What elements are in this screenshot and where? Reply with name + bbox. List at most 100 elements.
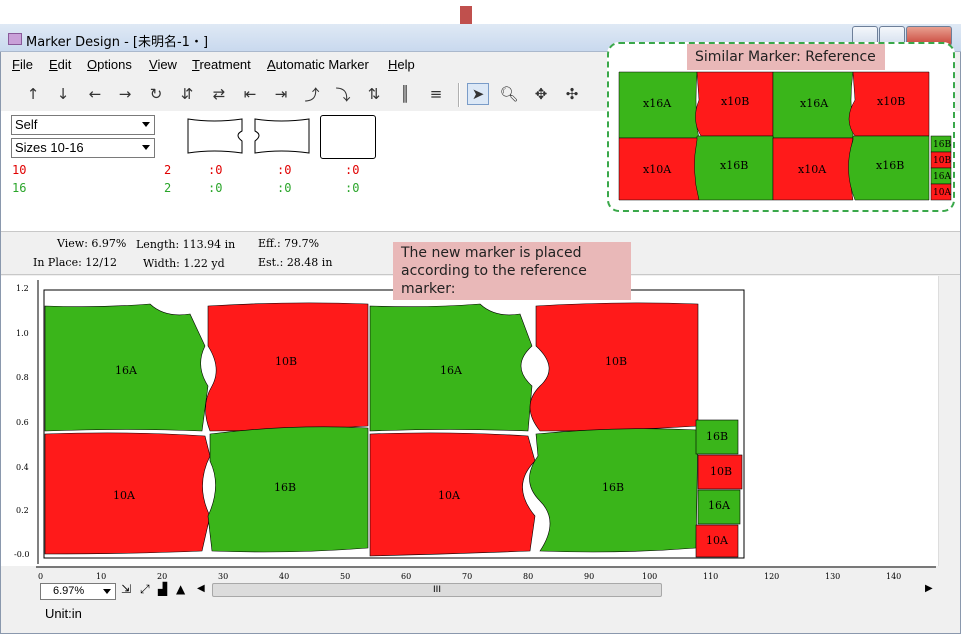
scroll-grip: III (433, 585, 441, 595)
menu-automatic-marker[interactable]: Automatic Marker (267, 57, 369, 72)
chevron-down-icon (103, 589, 111, 594)
ruler-tick-label: 1.2 (16, 284, 29, 293)
lines-icon[interactable]: ≡ (429, 85, 443, 103)
reference-label: x10A (643, 163, 672, 176)
horizontal-ruler: 0 10 20 30 40 50 60 70 80 90 100 110 120… (36, 566, 938, 584)
piece-thumbnail-3[interactable] (320, 115, 376, 159)
ruler-tick-label: 20 (157, 572, 168, 581)
menu-view[interactable]: View (149, 57, 177, 72)
chevron-down-icon (142, 122, 150, 127)
marker-label: 10B (275, 355, 297, 368)
ruler-tick-label: 140 (886, 572, 902, 581)
piece-count: :0 (345, 163, 360, 177)
reference-label: x16A (643, 97, 672, 110)
ruler-tick-label: 80 (523, 572, 534, 581)
est-info: Est.: 28.48 in (258, 256, 333, 269)
scroll-right-icon[interactable]: ▶ (925, 583, 933, 594)
menu-edit[interactable]: Edit (49, 57, 72, 72)
zoom-value: 6.97% (53, 585, 85, 597)
reference-label: 16B (933, 140, 951, 150)
pan-icon[interactable]: ✥ (534, 85, 548, 103)
bars-icon[interactable]: ║ (400, 85, 410, 103)
marker-label: 16A (708, 499, 731, 512)
piece-thumbnail-1[interactable] (184, 115, 246, 157)
status-bar (1, 603, 960, 623)
reference-label: x16B (876, 159, 904, 172)
view-info: View: 6.97% (57, 237, 127, 250)
menu-file[interactable]: File (12, 57, 33, 72)
ruler-tick-label: 130 (825, 572, 841, 581)
pointer-icon[interactable]: ➤ (467, 83, 489, 105)
width-info: Width: 1.22 yd (143, 257, 225, 270)
marker-label: 10B (605, 355, 627, 368)
scroll-left-icon[interactable]: ◀ (197, 583, 205, 594)
move-up-icon[interactable]: ↑ (26, 85, 40, 103)
move-right-icon[interactable]: → (118, 85, 132, 103)
marker-label: 16B (602, 481, 624, 494)
tilt-icon[interactable]: ⤴ (304, 85, 320, 104)
size-select[interactable]: Sizes 10-16 (11, 138, 155, 158)
rotate-icon[interactable]: ↻ (149, 85, 163, 103)
ruler-tick-label: 30 (218, 572, 229, 581)
length-info: Length: 113.94 in (136, 238, 236, 251)
move-down-icon[interactable]: ↓ (56, 85, 70, 103)
piece-16B-2 (529, 428, 699, 553)
marker-label: 16A (115, 364, 138, 377)
app-icon (8, 33, 22, 45)
move-left-icon[interactable]: ← (88, 85, 102, 103)
style-select[interactable]: Self (11, 115, 155, 135)
marker-label: 16A (440, 364, 463, 377)
reference-label: 10B (933, 156, 951, 166)
piece-count: :0 (277, 181, 292, 195)
placed-count: 2 (164, 181, 172, 195)
vertical-scrollbar[interactable] (938, 276, 952, 566)
shape-icon[interactable]: ▟ (158, 582, 168, 596)
piece-16B (207, 426, 369, 553)
size-row-10: 10 2 :0 :0 :0 (12, 163, 372, 179)
piece-small-16A (697, 489, 741, 525)
mountain-icon[interactable]: ▲ (176, 582, 186, 596)
eff-info: Eff.: 79.7% (258, 237, 320, 250)
fit-all-icon[interactable]: ⤢ (140, 582, 150, 596)
zoom-select[interactable]: 6.97% (40, 583, 116, 600)
reference-label: 16A (933, 172, 951, 182)
placed-count: 2 (164, 163, 172, 177)
ruler-tick-label: 1.0 (16, 329, 29, 338)
ruler-tick-label: 40 (279, 572, 290, 581)
marker-label: 10B (710, 465, 732, 478)
align-left-icon[interactable]: ⇤ (243, 85, 257, 103)
menu-treatment[interactable]: Treatment (192, 57, 251, 72)
reference-label: x16A (800, 97, 829, 110)
chevron-down-icon (142, 145, 150, 150)
unit-label: Unit:in (45, 606, 82, 621)
size-select-value: Sizes 10-16 (15, 140, 84, 155)
tilt-reverse-icon[interactable]: ⤵ (335, 85, 351, 104)
menu-options[interactable]: Options (87, 57, 132, 72)
ruler-tick-label: 110 (703, 572, 719, 581)
vertical-ruler: 1.2 1.0 0.8 0.6 0.4 0.2 -0.0 (12, 280, 40, 566)
toolbar-separator (458, 83, 460, 107)
piece-small-10B (697, 454, 743, 490)
zoom-icon[interactable]: 🔍︎ (499, 85, 519, 103)
reference-label: x16B (720, 159, 748, 172)
pan-fine-icon[interactable]: ✣ (565, 85, 579, 103)
ruler-tick-label: 0 (38, 572, 44, 581)
ruler-tick-label: 70 (462, 572, 473, 581)
fit-width-icon[interactable]: ⇲ (121, 582, 132, 596)
horizontal-scrollbar[interactable]: III (212, 583, 662, 597)
piece-count: :0 (277, 163, 292, 177)
reference-label: x10A (798, 163, 827, 176)
align-right-icon[interactable]: ⇥ (274, 85, 288, 103)
flip-vertical-icon[interactable]: ⇵ (180, 85, 194, 103)
piece-thumbnail-2[interactable] (251, 115, 313, 157)
ruler-tick-label: 0.2 (16, 506, 29, 515)
piece-small-16B (695, 419, 739, 455)
ruler-tick-label: -0.0 (14, 550, 30, 559)
spread-icon[interactable]: ⇅ (367, 85, 381, 103)
marker-label: 10A (706, 534, 729, 547)
flip-horizontal-icon[interactable]: ⇄ (212, 85, 226, 103)
ruler-tick-label: 10 (96, 572, 107, 581)
menu-help[interactable]: Help (388, 57, 415, 72)
reference-label: 10A (933, 188, 951, 198)
inplace-info: In Place: 12/12 (33, 256, 117, 269)
